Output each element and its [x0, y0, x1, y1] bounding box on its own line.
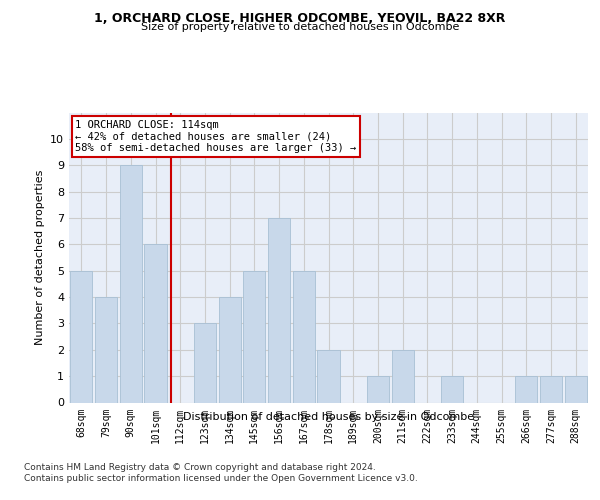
Bar [293, 270, 315, 402]
Bar [218, 297, 241, 403]
Bar [441, 376, 463, 402]
Text: 1, ORCHARD CLOSE, HIGHER ODCOMBE, YEOVIL, BA22 8XR: 1, ORCHARD CLOSE, HIGHER ODCOMBE, YEOVIL… [94, 12, 506, 26]
Text: 1 ORCHARD CLOSE: 114sqm
← 42% of detached houses are smaller (24)
58% of semi-de: 1 ORCHARD CLOSE: 114sqm ← 42% of detache… [75, 120, 356, 153]
Y-axis label: Number of detached properties: Number of detached properties [35, 170, 44, 345]
Bar [515, 376, 538, 402]
Bar [95, 297, 117, 403]
Text: Distribution of detached houses by size in Odcombe: Distribution of detached houses by size … [183, 412, 475, 422]
Bar [145, 244, 167, 402]
Bar [243, 270, 265, 402]
Text: Contains HM Land Registry data © Crown copyright and database right 2024.: Contains HM Land Registry data © Crown c… [24, 462, 376, 471]
Bar [194, 324, 216, 402]
Text: Size of property relative to detached houses in Odcombe: Size of property relative to detached ho… [141, 22, 459, 32]
Bar [540, 376, 562, 402]
Bar [268, 218, 290, 402]
Bar [367, 376, 389, 402]
Text: Contains public sector information licensed under the Open Government Licence v3: Contains public sector information licen… [24, 474, 418, 483]
Bar [317, 350, 340, 403]
Bar [70, 270, 92, 402]
Bar [392, 350, 414, 403]
Bar [565, 376, 587, 402]
Bar [119, 165, 142, 402]
